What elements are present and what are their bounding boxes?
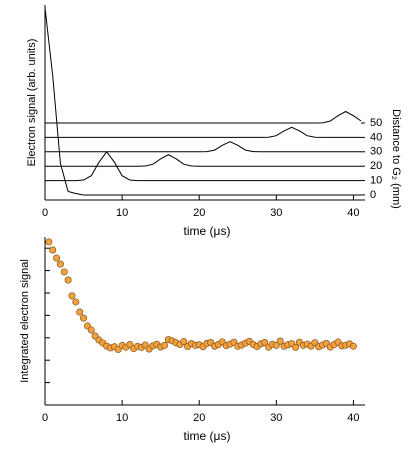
data-point	[68, 292, 76, 300]
data-point	[180, 338, 188, 346]
x-tick-label: 20	[193, 207, 205, 219]
x-axis-label: time (μs)	[184, 224, 231, 238]
y-tick-label: 40	[370, 131, 382, 143]
y-axis-label: Integrated electron signal	[19, 259, 31, 383]
y-tick-label: 30	[370, 146, 382, 158]
x-tick-label: 0	[42, 207, 48, 219]
x-tick-label: 20	[193, 412, 205, 424]
x-axis-label: time (μs)	[184, 429, 231, 443]
trace	[45, 154, 362, 167]
y-tick-label: 10	[370, 174, 382, 186]
trace	[45, 126, 362, 138]
trace	[45, 150, 362, 182]
trace	[44, 7, 362, 196]
data-point	[45, 238, 53, 246]
data-point	[261, 339, 269, 347]
x-tick-label: 0	[42, 412, 48, 424]
data-point	[53, 254, 61, 262]
data-point	[56, 260, 64, 268]
x-tick-label: 10	[116, 412, 128, 424]
data-point	[349, 342, 357, 350]
x-tick-label: 40	[347, 207, 359, 219]
y-tick-label: 20	[370, 160, 382, 172]
trace	[45, 110, 362, 124]
data-point	[87, 326, 95, 334]
data-point	[276, 337, 284, 345]
x-tick-label: 30	[270, 412, 282, 424]
trace	[45, 141, 362, 153]
data-point	[72, 298, 80, 306]
y2-axis-label: Distance to G₂ (mm)	[390, 109, 402, 209]
data-point	[161, 341, 169, 349]
data-point	[60, 268, 68, 276]
data-point	[292, 343, 300, 351]
y-tick-label: 50	[370, 117, 382, 129]
y-tick-label: 0	[370, 189, 376, 201]
x-tick-label: 10	[116, 207, 128, 219]
y-axis-label: Electron signal (arb. units)	[26, 39, 38, 167]
data-point	[80, 314, 88, 322]
data-point	[49, 246, 57, 254]
x-tick-label: 40	[347, 412, 359, 424]
x-tick-label: 30	[270, 207, 282, 219]
data-point	[76, 308, 84, 316]
data-point	[64, 276, 72, 284]
